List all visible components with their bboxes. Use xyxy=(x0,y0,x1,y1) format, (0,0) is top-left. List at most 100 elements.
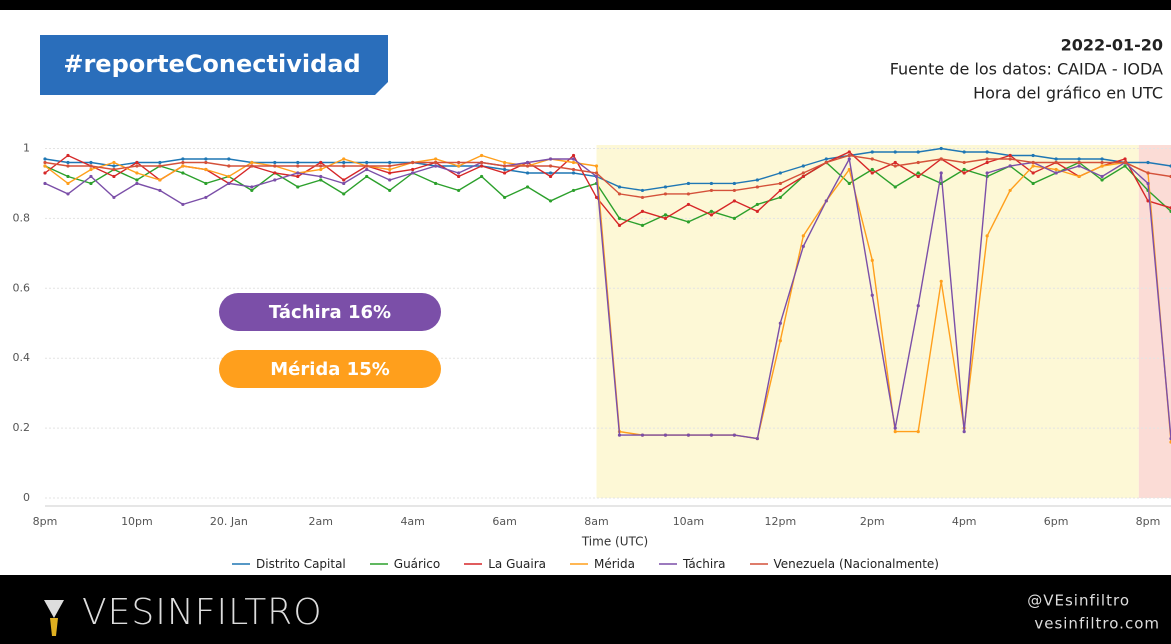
legend-label: La Guaira xyxy=(488,557,546,571)
point xyxy=(732,433,736,437)
point xyxy=(870,167,874,172)
point xyxy=(135,160,139,165)
point xyxy=(1031,153,1035,158)
point xyxy=(571,160,576,165)
point xyxy=(824,157,828,161)
series-line xyxy=(44,151,1171,227)
point xyxy=(594,174,599,179)
legend-swatch xyxy=(658,563,677,565)
point xyxy=(778,321,782,325)
legend-swatch xyxy=(569,563,588,565)
y-tick-label: 0 xyxy=(23,491,30,504)
point xyxy=(571,188,576,193)
point xyxy=(502,167,507,172)
point xyxy=(112,167,116,172)
point xyxy=(457,174,461,179)
legend: Distrito Capital Guárico La Guaira Mérida Tá… xyxy=(0,557,1171,571)
legend-item: Venezuela (Nacionalmente) xyxy=(749,557,939,571)
x-tick-label: 2pm xyxy=(860,515,885,528)
x-tick-label: 10pm xyxy=(121,515,153,528)
point xyxy=(732,188,736,193)
point xyxy=(824,160,828,165)
point xyxy=(112,160,116,165)
point xyxy=(388,160,392,165)
point xyxy=(1100,160,1104,165)
point xyxy=(1123,164,1127,168)
point xyxy=(548,164,553,168)
point xyxy=(89,181,93,186)
point xyxy=(204,157,208,161)
point xyxy=(778,195,782,200)
point xyxy=(1077,164,1081,168)
y-tick-label: 0.4 xyxy=(13,351,31,364)
x-tick-label: 8am xyxy=(584,515,608,528)
point xyxy=(388,188,392,193)
legend-label: Táchira xyxy=(682,557,726,571)
point xyxy=(525,185,530,189)
point xyxy=(1054,171,1058,175)
point xyxy=(204,181,208,186)
x-tick-label: 10am xyxy=(673,515,704,528)
point xyxy=(319,178,323,182)
point xyxy=(1008,157,1012,161)
point xyxy=(663,433,668,437)
point xyxy=(112,195,116,200)
point xyxy=(893,164,897,168)
point xyxy=(640,433,645,437)
point xyxy=(870,293,874,297)
point xyxy=(1100,178,1104,182)
point xyxy=(388,167,392,172)
point xyxy=(985,150,989,154)
point xyxy=(43,157,47,161)
point xyxy=(434,160,438,165)
point xyxy=(273,164,277,168)
point xyxy=(342,192,346,196)
point xyxy=(916,160,920,165)
point xyxy=(66,160,70,165)
point xyxy=(663,216,668,220)
point xyxy=(342,157,346,161)
point xyxy=(1031,164,1035,168)
point xyxy=(1146,171,1150,175)
point xyxy=(181,202,185,207)
point xyxy=(594,164,599,168)
point xyxy=(1031,171,1035,175)
legend-item: Mérida xyxy=(569,557,635,571)
point xyxy=(962,150,966,154)
hashtag-box xyxy=(40,35,388,95)
point xyxy=(112,164,116,168)
point xyxy=(158,160,162,165)
point xyxy=(893,426,897,430)
point xyxy=(893,150,897,154)
point xyxy=(594,195,599,200)
point xyxy=(617,192,622,196)
point xyxy=(571,153,576,158)
legend-swatch xyxy=(749,563,768,565)
point xyxy=(755,209,759,214)
point xyxy=(801,171,805,175)
point xyxy=(709,181,714,186)
point xyxy=(686,181,691,186)
point xyxy=(1123,157,1127,161)
point xyxy=(686,202,691,207)
point xyxy=(732,181,736,186)
point xyxy=(1100,164,1104,168)
point xyxy=(89,164,93,168)
point xyxy=(640,223,645,227)
point xyxy=(962,171,966,175)
point xyxy=(457,188,461,193)
point xyxy=(870,157,874,161)
point xyxy=(135,164,139,168)
point xyxy=(755,185,759,189)
point xyxy=(1123,160,1127,165)
point xyxy=(1031,181,1035,186)
point xyxy=(158,188,162,193)
shade-band xyxy=(596,145,1139,498)
point xyxy=(847,167,851,172)
point xyxy=(204,167,208,172)
point xyxy=(319,164,323,168)
point xyxy=(548,174,553,179)
point xyxy=(1008,188,1012,193)
